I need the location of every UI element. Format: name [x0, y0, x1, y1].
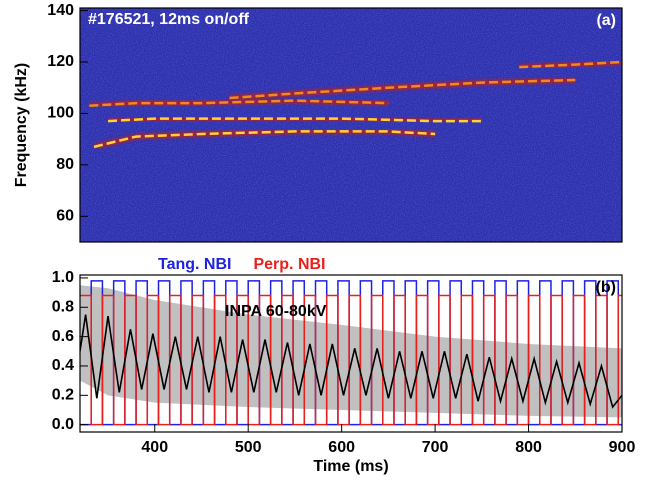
- spectrogram-noise: [80, 8, 622, 242]
- nbi-waveform: [80, 280, 622, 426]
- y-tick-label: 80: [56, 156, 74, 173]
- mode-line: [229, 78, 576, 100]
- y-tick-label: 0.6: [52, 328, 74, 345]
- y-tick-label: 0.8: [52, 298, 74, 315]
- legend-entry: Perp. NBI: [253, 256, 325, 273]
- x-tick-label: 500: [235, 439, 262, 456]
- x-axis-label: Time (ms): [313, 458, 388, 475]
- chart-title: #176521, 12ms on/off: [88, 11, 250, 28]
- nbi-waveform: [80, 294, 622, 426]
- y-tick-label: 60: [56, 208, 74, 225]
- mode-line: [519, 60, 622, 69]
- annotation: INPA 60-80kV: [225, 303, 327, 320]
- y-tick-label: 140: [47, 2, 74, 19]
- panel-label: (a): [596, 12, 616, 29]
- plot-frame: [79, 7, 623, 243]
- mode-line: [89, 99, 389, 107]
- y-tick-label: 120: [47, 53, 74, 70]
- y-tick-label: 1.0: [52, 269, 74, 286]
- signal-line: [80, 314, 622, 409]
- plot-frame: [79, 274, 623, 433]
- x-tick-label: 800: [515, 439, 542, 456]
- y-tick-label: 0.0: [52, 416, 74, 433]
- y-tick-label: 0.4: [52, 357, 74, 374]
- mode-line: [107, 117, 482, 123]
- envelope-band: [80, 285, 622, 418]
- panel-label: (b): [596, 279, 616, 296]
- mode-line: [93, 130, 436, 149]
- y-tick-label: 100: [47, 105, 74, 122]
- x-tick-label: 900: [609, 439, 636, 456]
- x-tick-label: 600: [328, 439, 355, 456]
- y-tick-label: 0.2: [52, 387, 74, 404]
- x-tick-label: 400: [141, 439, 168, 456]
- y-axis-label: Frequency (kHz): [13, 63, 30, 187]
- x-tick-label: 700: [422, 439, 449, 456]
- legend-entry: Tang. NBI: [158, 256, 231, 273]
